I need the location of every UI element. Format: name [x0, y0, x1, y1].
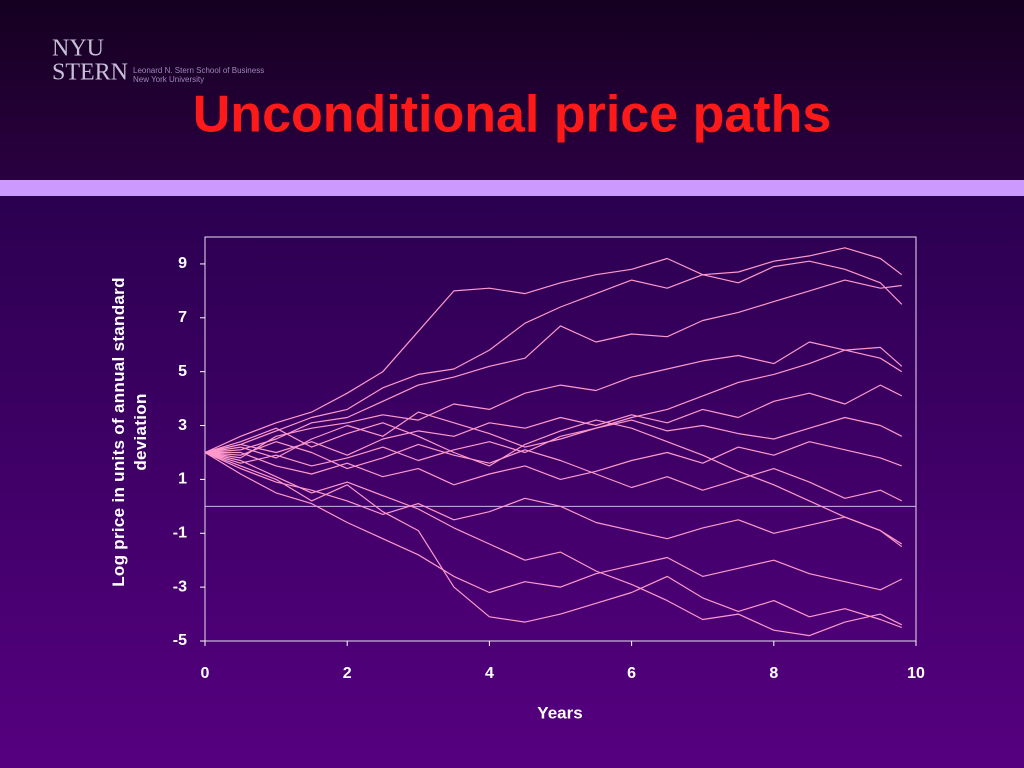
y-axis-label: Log price in units of annual standard de… — [109, 277, 150, 587]
x-tick-label: 6 — [627, 665, 636, 682]
slide-title: Unconditional price paths — [193, 86, 832, 144]
price-path — [204, 419, 903, 548]
price-path — [204, 247, 903, 454]
y-tick-label: -1 — [173, 524, 187, 541]
logo-top: NYU — [52, 36, 104, 62]
school-name: Leonard N. Stern School of Business — [133, 66, 264, 75]
plot-frame — [204, 236, 917, 642]
price-path — [204, 349, 903, 459]
x-tick-label: 8 — [769, 665, 778, 682]
price-path — [204, 451, 903, 637]
price-path — [204, 451, 903, 594]
y-tick-label: 7 — [178, 309, 187, 326]
y-tick-label: -5 — [173, 632, 187, 649]
price-path — [204, 451, 903, 629]
price-path — [204, 341, 903, 459]
price-path — [204, 451, 903, 545]
price-path — [204, 384, 903, 456]
y-tick-label: 3 — [178, 417, 187, 434]
y-tick-label: 1 — [178, 471, 187, 488]
university-name: New York University — [133, 75, 204, 84]
y-tick-label: -3 — [173, 578, 187, 595]
price-path — [204, 260, 903, 454]
price-path — [204, 441, 903, 502]
price-path — [204, 279, 902, 454]
x-tick-label: 10 — [907, 665, 925, 682]
price-path — [205, 441, 903, 486]
x-tick-label: 2 — [343, 665, 352, 682]
x-tick-label: 0 — [201, 665, 210, 682]
y-tick-label: 5 — [178, 363, 187, 380]
divider-band — [0, 180, 1024, 196]
x-axis-label: Years — [537, 703, 582, 722]
price-path — [204, 416, 903, 467]
logo-bottom: STERN — [52, 60, 128, 86]
x-tick-label: 4 — [485, 665, 494, 682]
y-tick-label: 9 — [178, 255, 187, 272]
